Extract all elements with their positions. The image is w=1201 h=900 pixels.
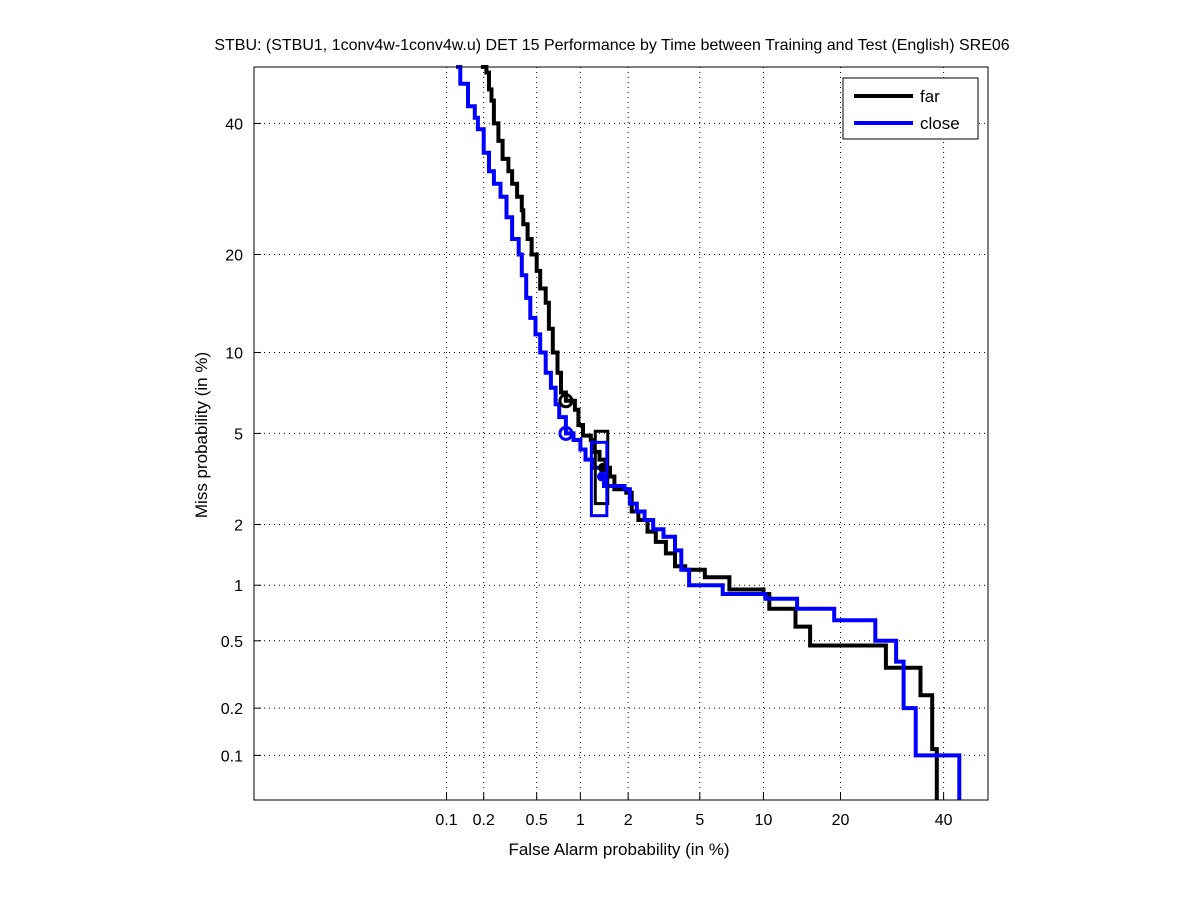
curves xyxy=(456,65,962,800)
x-ticks: 0.1 0.2 0.5 1 2 5 10 20 40 xyxy=(435,793,953,829)
x-tick-label: 0.5 xyxy=(526,812,548,829)
y-tick-label: 10 xyxy=(225,345,243,362)
x-axis-label: False Alarm probability (in %) xyxy=(508,840,729,859)
legend: far close xyxy=(842,77,979,140)
x-tick-label: 0.2 xyxy=(473,812,495,829)
y-tick-label: 2 xyxy=(234,517,243,534)
x-tick-label: 20 xyxy=(832,812,850,829)
x-tick-label: 10 xyxy=(755,812,773,829)
x-tick-label: 5 xyxy=(695,812,704,829)
legend-label-far: far xyxy=(920,87,940,106)
chart-title: STBU: (STBU1, 1conv4w-1conv4w.u) DET 15 … xyxy=(214,37,1009,54)
y-tick-label: 40 xyxy=(225,116,243,133)
x-tick-label: 2 xyxy=(624,812,633,829)
x-tick-label: 40 xyxy=(935,812,953,829)
confidence-center-close xyxy=(597,471,608,482)
x-tick-label: 0.1 xyxy=(435,812,457,829)
grid xyxy=(254,67,988,800)
y-ticks: 0.1 0.2 0.5 1 2 5 10 20 40 xyxy=(221,116,261,765)
series-line-far xyxy=(480,65,939,800)
y-axis-label: Miss probability (in %) xyxy=(192,352,211,518)
y-tick-label: 1 xyxy=(234,578,243,595)
y-tick-label: 0.1 xyxy=(221,748,243,765)
y-tick-label: 0.5 xyxy=(221,634,243,651)
y-tick-label: 5 xyxy=(234,426,243,443)
legend-box xyxy=(842,77,979,140)
y-tick-label: 20 xyxy=(225,247,243,264)
x-tick-label: 1 xyxy=(576,812,585,829)
min-dcf-marker-close xyxy=(558,425,574,441)
markers xyxy=(558,393,610,518)
legend-label-close: close xyxy=(920,114,960,133)
series-line-close xyxy=(456,65,962,800)
confidence-box-close xyxy=(589,440,609,518)
min-dcf-marker-far xyxy=(558,393,574,409)
y-tick-label: 0.2 xyxy=(221,701,243,718)
